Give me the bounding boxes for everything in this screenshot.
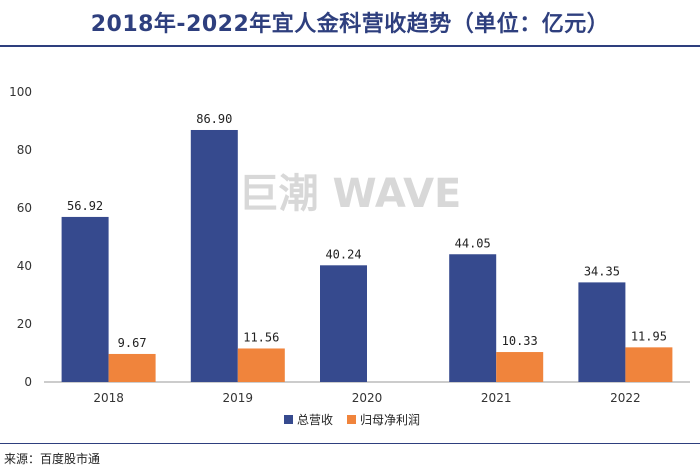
source-note: 来源：百度股市通: [4, 452, 101, 466]
y-tick-label: 20: [17, 317, 32, 331]
bar-net-profit: [625, 347, 673, 382]
bar-revenue: [449, 254, 497, 382]
x-tick-label: 2021: [481, 391, 512, 405]
data-label-net-profit: 10.33: [502, 334, 538, 348]
y-tick-label: 60: [17, 201, 32, 215]
data-label-net-profit: 9.67: [118, 336, 147, 350]
legend-label-net-profit: 归母净利润: [360, 413, 420, 427]
bar-net-profit: [237, 348, 285, 382]
y-tick-label: 100: [9, 85, 32, 99]
watermark-text: 巨潮 WAVE: [239, 171, 462, 217]
data-label-revenue: 56.92: [67, 199, 103, 213]
bar-revenue: [320, 265, 367, 382]
footer-divider: [0, 443, 700, 444]
bar-revenue: [578, 282, 626, 382]
bar-net-profit: [496, 352, 544, 382]
legend-label-revenue: 总营收: [297, 413, 333, 427]
y-tick-label: 40: [17, 259, 32, 273]
y-tick-label: 80: [17, 143, 32, 157]
chart-title: 2018年-2022年宜人金科营收趋势（单位：亿元）: [90, 12, 610, 37]
bar-net-profit: [108, 353, 156, 382]
x-tick-label: 2022: [610, 391, 641, 405]
x-tick-label: 2019: [223, 391, 254, 405]
data-label-revenue: 34.35: [584, 264, 620, 278]
data-label-revenue: 40.24: [325, 247, 361, 261]
title-underline: [0, 45, 700, 47]
data-label-net-profit: 11.56: [243, 330, 279, 344]
bar-revenue: [61, 216, 109, 382]
y-tick-label: 0: [24, 375, 32, 389]
x-tick-label: 2020: [352, 391, 383, 405]
x-tick-label: 2018: [93, 391, 124, 405]
bar-revenue: [190, 129, 238, 382]
data-label-revenue: 86.90: [196, 112, 232, 126]
legend-swatch-net-profit: [347, 415, 356, 424]
data-label-revenue: 44.05: [455, 236, 491, 250]
legend-swatch-revenue: [284, 415, 293, 424]
data-label-net-profit: 11.95: [631, 329, 667, 343]
